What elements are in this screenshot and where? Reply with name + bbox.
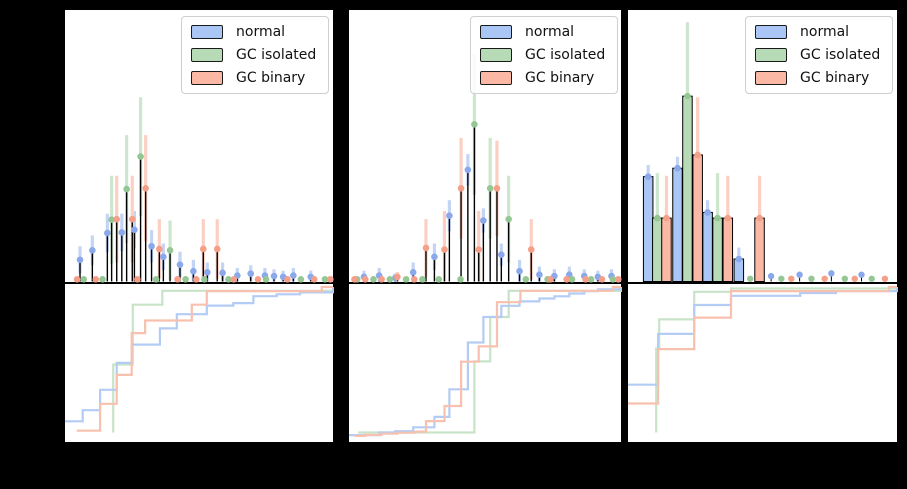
legend-label-gc-isolated: GC isolated [525, 47, 606, 63]
legend-panel-1: normal GC isolated GC binary [181, 16, 329, 94]
legend-swatch-normal [480, 25, 512, 39]
legend-swatch-normal [191, 25, 223, 39]
legend-swatch-gc-isolated [755, 48, 787, 62]
legend-swatch-normal [755, 25, 787, 39]
legend-item-normal: normal [191, 25, 319, 39]
legend-swatch-gc-isolated [480, 48, 512, 62]
legend-item-gc-binary: GC binary [755, 71, 883, 85]
legend-item-normal: normal [480, 25, 608, 39]
legend-panel-3: normal GC isolated GC binary [745, 16, 893, 94]
legend-label-gc-binary: GC binary [525, 70, 595, 86]
legend-item-gc-binary: GC binary [480, 71, 608, 85]
ecdf-panel-3 [627, 283, 898, 443]
legend-panel-2: normal GC isolated GC binary [470, 16, 618, 94]
ecdf-panel-2 [348, 283, 622, 443]
legend-item-normal: normal [755, 25, 883, 39]
ecdf-panel-1 [64, 283, 334, 443]
legend-label-normal: normal [525, 24, 575, 40]
legend-label-gc-isolated: GC isolated [800, 47, 881, 63]
legend-label-normal: normal [236, 24, 286, 40]
legend-swatch-gc-binary [480, 71, 512, 85]
legend-label-gc-binary: GC binary [236, 70, 306, 86]
legend-item-gc-isolated: GC isolated [755, 48, 883, 62]
legend-label-normal: normal [800, 24, 850, 40]
legend-item-gc-binary: GC binary [191, 71, 319, 85]
legend-swatch-gc-isolated [191, 48, 223, 62]
legend-swatch-gc-binary [755, 71, 787, 85]
legend-item-gc-isolated: GC isolated [480, 48, 608, 62]
legend-item-gc-isolated: GC isolated [191, 48, 319, 62]
legend-label-gc-binary: GC binary [800, 70, 870, 86]
legend-label-gc-isolated: GC isolated [236, 47, 317, 63]
legend-swatch-gc-binary [191, 71, 223, 85]
